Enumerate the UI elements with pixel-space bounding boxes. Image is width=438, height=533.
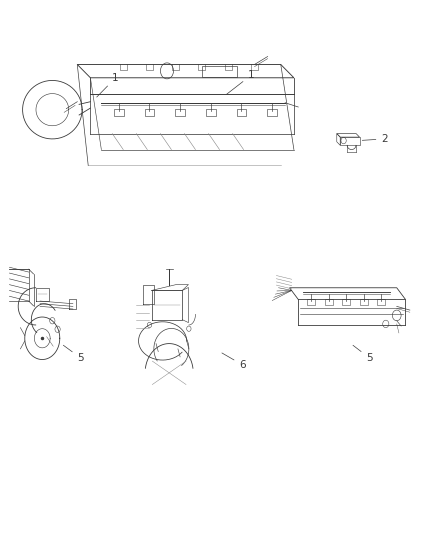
Text: 5: 5 bbox=[352, 345, 372, 363]
Text: 1: 1 bbox=[226, 70, 254, 95]
Text: 6: 6 bbox=[221, 353, 245, 370]
Text: 1: 1 bbox=[96, 73, 119, 97]
Text: 2: 2 bbox=[361, 134, 387, 144]
Text: 5: 5 bbox=[63, 345, 84, 363]
